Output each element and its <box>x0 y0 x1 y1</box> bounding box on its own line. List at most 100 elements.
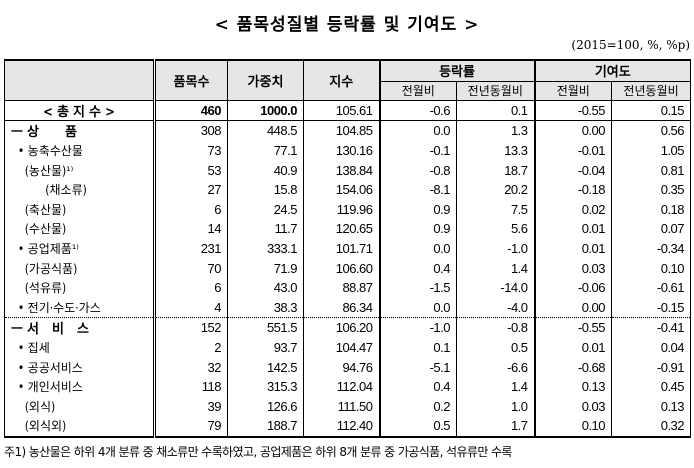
cell-change-mom: 0.0 <box>378 120 457 141</box>
row-label: • 공업제품¹⁾ <box>4 238 156 259</box>
table-row: • 공공서비스 32 142.5 94.76 -5.1 -6.6 -0.68 -0.91 <box>4 357 692 377</box>
cell-contribution-mom: -0.18 <box>533 179 613 200</box>
cell-index: 112.40 <box>303 416 380 438</box>
cell-change-yoy: 13.3 <box>455 140 536 161</box>
table-row: (가공식품) 70 71.9 106.60 0.4 1.4 0.03 0.10 <box>4 258 692 278</box>
cell-weight: 333.1 <box>227 238 304 259</box>
cell-contribution-mom: -0.68 <box>533 357 613 377</box>
cell-items: 27 <box>154 179 228 200</box>
header-weight: 가중치 <box>227 58 304 101</box>
cell-weight: 142.5 <box>227 357 304 377</box>
cell-change-mom: -1.0 <box>378 317 457 338</box>
cell-items: 308 <box>154 120 228 141</box>
header-change-yoy: 전년동월비 <box>455 80 536 101</box>
cell-weight: 188.7 <box>227 416 304 438</box>
header-contribution-mom: 전월비 <box>533 80 613 101</box>
cell-contribution-yoy: 1.05 <box>611 140 692 161</box>
cell-index: 106.20 <box>303 317 380 338</box>
cell-weight: 11.7 <box>227 219 304 239</box>
cell-change-yoy: 1.4 <box>455 258 536 278</box>
row-label: (채소류) <box>4 179 156 200</box>
cell-change-yoy: -1.0 <box>455 238 536 259</box>
cell-change-mom: 0.0 <box>378 238 457 259</box>
cell-items: 6 <box>154 199 228 220</box>
cell-items: 53 <box>154 160 228 180</box>
cell-weight: 71.9 <box>227 258 304 278</box>
cell-change-mom: 0.4 <box>378 258 457 278</box>
cell-items: 32 <box>154 357 228 377</box>
cell-items: 73 <box>154 140 228 161</box>
cell-index: 101.71 <box>303 238 380 259</box>
cell-contribution-yoy: -0.91 <box>611 357 692 377</box>
cell-index: 138.84 <box>303 160 380 180</box>
header-change-mom: 전월비 <box>378 80 457 101</box>
row-label: ㅡ 서 비 스 <box>4 317 156 338</box>
cell-change-yoy: 0.5 <box>455 337 536 358</box>
cell-contribution-mom: 0.10 <box>533 416 613 438</box>
cell-contribution-yoy: -0.15 <box>611 297 692 318</box>
cell-change-yoy: 20.2 <box>455 179 536 200</box>
cell-index: 86.34 <box>303 297 380 318</box>
cell-items: 14 <box>154 219 228 239</box>
cell-change-yoy: -4.0 <box>455 297 536 318</box>
cell-change-mom: 0.4 <box>378 376 457 397</box>
cell-change-mom: -0.1 <box>378 140 457 161</box>
cell-change-mom: 0.9 <box>378 219 457 239</box>
cell-index: 104.85 <box>303 120 380 141</box>
row-label: (외식) <box>4 396 156 417</box>
table-row: (외식) 39 126.6 111.50 0.2 1.0 0.03 0.13 <box>4 396 692 417</box>
cell-change-yoy: 7.5 <box>455 199 536 220</box>
row-label: • 농축수산물 <box>4 140 156 161</box>
cell-items: 2 <box>154 337 228 358</box>
cell-contribution-yoy: -0.34 <box>611 238 692 259</box>
cell-weight: 126.6 <box>227 396 304 417</box>
footnote: 주1) 농산물은 하위 4개 분류 중 채소류만 수록하였고, 공업제품은 하위… <box>4 445 512 459</box>
cell-change-mom: -1.5 <box>378 277 457 298</box>
row-label: • 공공서비스 <box>4 357 156 377</box>
row-label: < 총 지 수 > <box>4 100 156 122</box>
cell-index: 94.76 <box>303 357 380 377</box>
cell-change-yoy: 1.0 <box>455 396 536 417</box>
cell-contribution-mom: 0.03 <box>533 396 613 417</box>
table-row: • 집세 2 93.7 104.47 0.1 0.5 0.01 0.04 <box>4 337 692 358</box>
table-row: • 공업제품¹⁾ 231 333.1 101.71 0.0 -1.0 0.01 -0.34 <box>4 238 692 259</box>
cell-weight: 15.8 <box>227 179 304 200</box>
cell-change-mom: 0.1 <box>378 337 457 358</box>
cell-change-yoy: -6.6 <box>455 357 536 377</box>
cell-contribution-mom: -0.55 <box>533 100 613 122</box>
unit-note: (2015=100, %, %p) <box>571 38 690 52</box>
cell-items: 460 <box>154 100 228 122</box>
cell-index: 106.60 <box>303 258 380 278</box>
cell-contribution-mom: 0.03 <box>533 258 613 278</box>
cell-index: 130.16 <box>303 140 380 161</box>
cell-change-mom: -5.1 <box>378 357 457 377</box>
cell-weight: 551.5 <box>227 317 304 338</box>
cell-items: 118 <box>154 376 228 397</box>
table-row: < 총 지 수 >460 1000.0 105.61 -0.6 0.1 -0.55 0.15 <box>4 100 692 122</box>
cell-contribution-yoy: 0.32 <box>611 416 692 438</box>
cell-contribution-yoy: 0.07 <box>611 219 692 239</box>
cell-index: 111.50 <box>303 396 380 417</box>
header-index: 지수 <box>303 58 380 101</box>
header-items: 품목수 <box>154 58 228 101</box>
cell-contribution-mom: 0.00 <box>533 120 613 141</box>
cell-items: 79 <box>154 416 228 438</box>
header-contribution: 기여도 <box>533 58 692 82</box>
table-row: (석유류) 6 43.0 88.87 -1.5 -14.0 -0.06 -0.61 <box>4 277 692 298</box>
row-label: (축산물) <box>4 199 156 220</box>
table-row: (수산물) 14 11.7 120.65 0.9 5.6 0.01 0.07 <box>4 219 692 239</box>
table-row: (축산물) 6 24.5 119.96 0.9 7.5 0.02 0.18 <box>4 199 692 220</box>
cell-contribution-mom: -0.06 <box>533 277 613 298</box>
cell-index: 105.61 <box>303 100 380 122</box>
cell-index: 154.06 <box>303 179 380 200</box>
table-row: (채소류) 27 15.8 154.06 -8.1 20.2 -0.18 0.35 <box>4 179 692 200</box>
row-label: (석유류) <box>4 277 156 298</box>
row-label: (수산물) <box>4 219 156 239</box>
cell-contribution-mom: -0.04 <box>533 160 613 180</box>
cell-contribution-mom: -0.01 <box>533 140 613 161</box>
cell-weight: 38.3 <box>227 297 304 318</box>
cell-contribution-mom: 0.00 <box>533 297 613 318</box>
table-row: ㅡ 상 품 308 448.5 104.85 0.0 1.3 0.00 0.56 <box>4 120 692 141</box>
cell-items: 70 <box>154 258 228 278</box>
cell-index: 120.65 <box>303 219 380 239</box>
